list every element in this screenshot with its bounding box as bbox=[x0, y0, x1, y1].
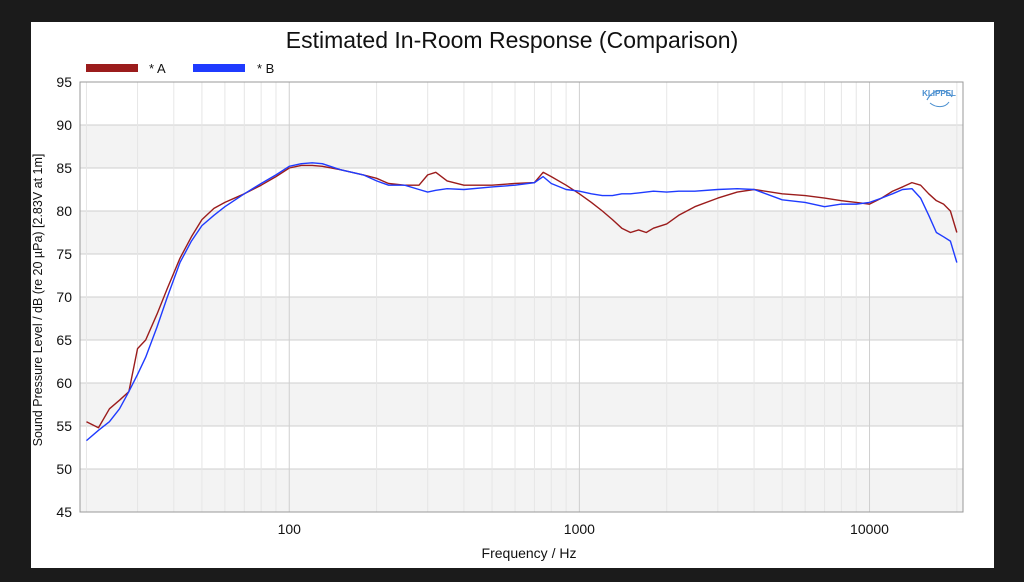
y-tick-label: 85 bbox=[56, 160, 72, 176]
grid-band bbox=[80, 297, 963, 340]
legend-swatch-b bbox=[193, 64, 245, 72]
grid-band bbox=[80, 211, 963, 254]
x-tick-label: 100 bbox=[278, 521, 302, 537]
y-tick-label: 50 bbox=[56, 461, 72, 477]
chart-title: Estimated In-Room Response (Comparison) bbox=[286, 27, 739, 53]
logo-swoosh bbox=[926, 90, 953, 101]
frequency-response-chart: Estimated In-Room Response (Comparison) … bbox=[31, 27, 964, 561]
x-axis-label: Frequency / Hz bbox=[482, 545, 577, 561]
y-tick-label: 75 bbox=[56, 246, 72, 262]
logo-text: KLIPPEL bbox=[922, 89, 956, 98]
series-lines bbox=[86, 162, 958, 442]
x-axis-ticks: 100 1000 10000 bbox=[278, 521, 890, 537]
klippel-logo: KLIPPEL bbox=[922, 89, 956, 108]
legend: * A * B bbox=[86, 61, 274, 76]
grid-bands bbox=[80, 125, 963, 512]
y-axis-ticks: 45 50 55 60 65 70 75 80 85 90 95 bbox=[56, 74, 72, 520]
y-tick-label: 45 bbox=[56, 504, 72, 520]
y-tick-label: 95 bbox=[56, 74, 72, 90]
y-axis-label: Sound Pressure Level / dB (re 20 µPa) [2… bbox=[31, 154, 45, 447]
series-line-a bbox=[86, 164, 958, 429]
plot-frame bbox=[79, 81, 964, 513]
y-tick-label: 55 bbox=[56, 418, 72, 434]
legend-label-a: * A bbox=[149, 61, 166, 76]
legend-label-b: * B bbox=[257, 61, 274, 76]
series-line-b bbox=[86, 162, 958, 442]
y-tick-label: 60 bbox=[56, 375, 72, 391]
y-tick-label: 80 bbox=[56, 203, 72, 219]
y-tick-label: 65 bbox=[56, 332, 72, 348]
chart-panel: Estimated In-Room Response (Comparison) … bbox=[31, 22, 994, 568]
x-tick-label: 10000 bbox=[850, 521, 889, 537]
y-tick-label: 90 bbox=[56, 117, 72, 133]
grid-lines bbox=[80, 81, 963, 513]
grid-band bbox=[80, 469, 963, 512]
logo-swoosh-lower bbox=[929, 101, 950, 108]
legend-swatch-a bbox=[86, 64, 138, 72]
x-tick-label: 1000 bbox=[564, 521, 595, 537]
plot-area bbox=[79, 81, 964, 513]
grid-band bbox=[80, 125, 963, 168]
y-tick-label: 70 bbox=[56, 289, 72, 305]
grid-band bbox=[80, 383, 963, 426]
